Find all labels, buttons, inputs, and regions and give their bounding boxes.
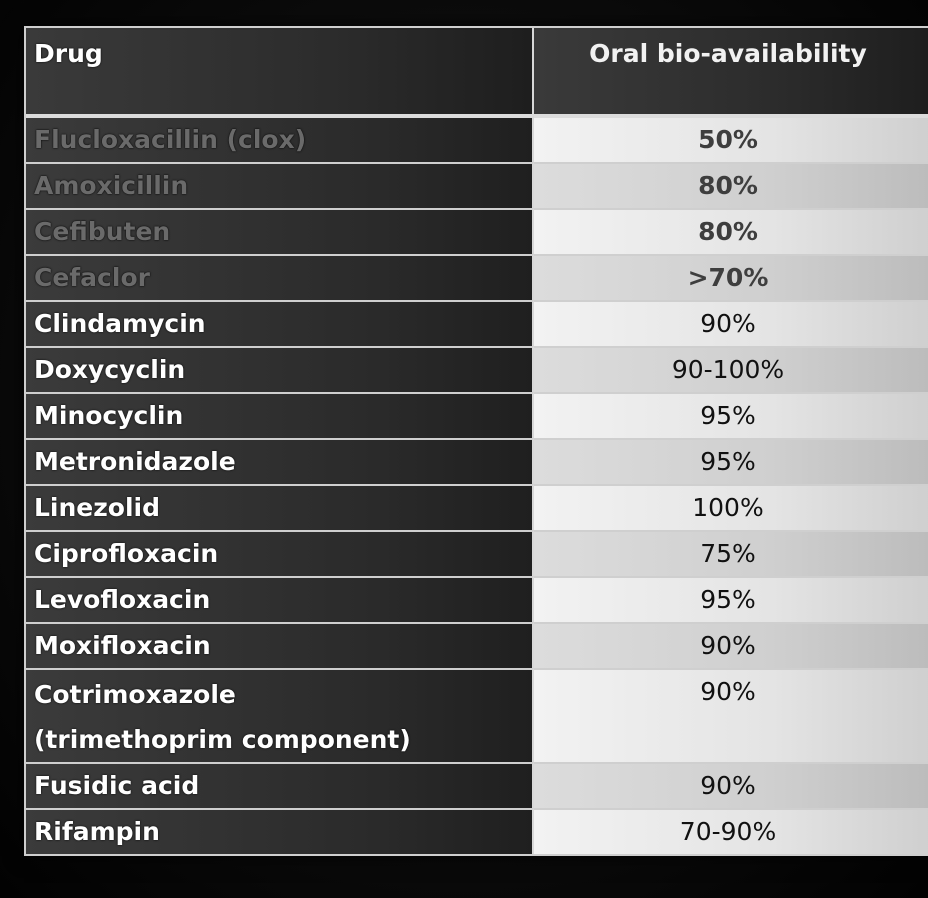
table-row: Ciprofloxacin 75% bbox=[26, 530, 928, 576]
table-row: Rifampin 70-90% bbox=[26, 808, 928, 854]
table-row: Levofloxacin 95% bbox=[26, 576, 928, 622]
drug-cell: Cotrimoxazole (trimethoprim component) bbox=[26, 668, 534, 762]
value-cell: >70% bbox=[534, 254, 928, 300]
value-cell: 90% bbox=[534, 300, 928, 346]
value-label: 90% bbox=[700, 309, 756, 338]
bioavailability-table: Drug Oral bio-availability Flucloxacilli… bbox=[24, 26, 928, 856]
drug-cell: Amoxicillin bbox=[26, 162, 534, 208]
value-cell: 80% bbox=[534, 162, 928, 208]
value-cell: 70-90% bbox=[534, 808, 928, 854]
value-label: 90% bbox=[700, 631, 756, 660]
value-cell: 90% bbox=[534, 762, 928, 808]
drug-cell: Cefaclor bbox=[26, 254, 534, 300]
value-label: 70-90% bbox=[679, 817, 777, 846]
header-bioavailability: Oral bio-availability bbox=[534, 28, 928, 114]
table-row: Fusidic acid 90% bbox=[26, 762, 928, 808]
value-cell: 90% bbox=[534, 668, 928, 762]
table-header-row: Drug Oral bio-availability bbox=[26, 28, 928, 114]
value-cell: 50% bbox=[534, 114, 928, 162]
drug-cell: Cefibuten bbox=[26, 208, 534, 254]
drug-cell: Rifampin bbox=[26, 808, 534, 854]
drug-cell: Ciprofloxacin bbox=[26, 530, 534, 576]
value-cell: 80% bbox=[534, 208, 928, 254]
header-bioavailability-label: Oral bio-availability bbox=[589, 39, 867, 68]
value-cell: 95% bbox=[534, 392, 928, 438]
value-cell: 95% bbox=[534, 576, 928, 622]
value-label: 95% bbox=[700, 585, 756, 614]
value-label: 75% bbox=[700, 539, 756, 568]
value-label: 95% bbox=[700, 401, 756, 430]
value-cell: 95% bbox=[534, 438, 928, 484]
value-label: 80% bbox=[698, 171, 758, 200]
table-row: Metronidazole 95% bbox=[26, 438, 928, 484]
table-row: Cefaclor >70% bbox=[26, 254, 928, 300]
value-label: >70% bbox=[687, 263, 769, 292]
table-row: Flucloxacillin (clox) 50% bbox=[26, 114, 928, 162]
drug-name-line2: (trimethoprim component) bbox=[34, 725, 411, 754]
drug-name-line1: Cotrimoxazole bbox=[34, 680, 236, 709]
table-row: Clindamycin 90% bbox=[26, 300, 928, 346]
drug-cell: Fusidic acid bbox=[26, 762, 534, 808]
value-label: 50% bbox=[698, 125, 758, 154]
value-label: 90% bbox=[700, 771, 756, 800]
table-row: Doxycyclin 90-100% bbox=[26, 346, 928, 392]
table-row: Cotrimoxazole (trimethoprim component) 9… bbox=[26, 668, 928, 762]
table-row: Minocyclin 95% bbox=[26, 392, 928, 438]
value-label: 80% bbox=[698, 217, 758, 246]
value-cell: 75% bbox=[534, 530, 928, 576]
table-row: Cefibuten 80% bbox=[26, 208, 928, 254]
table-row: Linezolid 100% bbox=[26, 484, 928, 530]
value-cell: 90% bbox=[534, 622, 928, 668]
drug-cell: Levofloxacin bbox=[26, 576, 534, 622]
table-row: Amoxicillin 80% bbox=[26, 162, 928, 208]
header-drug: Drug bbox=[26, 28, 534, 114]
value-cell: 90-100% bbox=[534, 346, 928, 392]
table-row: Moxifloxacin 90% bbox=[26, 622, 928, 668]
drug-cell: Moxifloxacin bbox=[26, 622, 534, 668]
drug-cell: Linezolid bbox=[26, 484, 534, 530]
value-label: 100% bbox=[692, 493, 764, 522]
drug-cell: Flucloxacillin (clox) bbox=[26, 114, 534, 162]
value-label: 95% bbox=[700, 447, 756, 476]
drug-cell: Metronidazole bbox=[26, 438, 534, 484]
drug-cell: Clindamycin bbox=[26, 300, 534, 346]
drug-cell: Doxycyclin bbox=[26, 346, 534, 392]
value-label: 90-100% bbox=[671, 355, 785, 384]
value-cell: 100% bbox=[534, 484, 928, 530]
drug-cell: Minocyclin bbox=[26, 392, 534, 438]
value-label: 90% bbox=[700, 677, 756, 706]
